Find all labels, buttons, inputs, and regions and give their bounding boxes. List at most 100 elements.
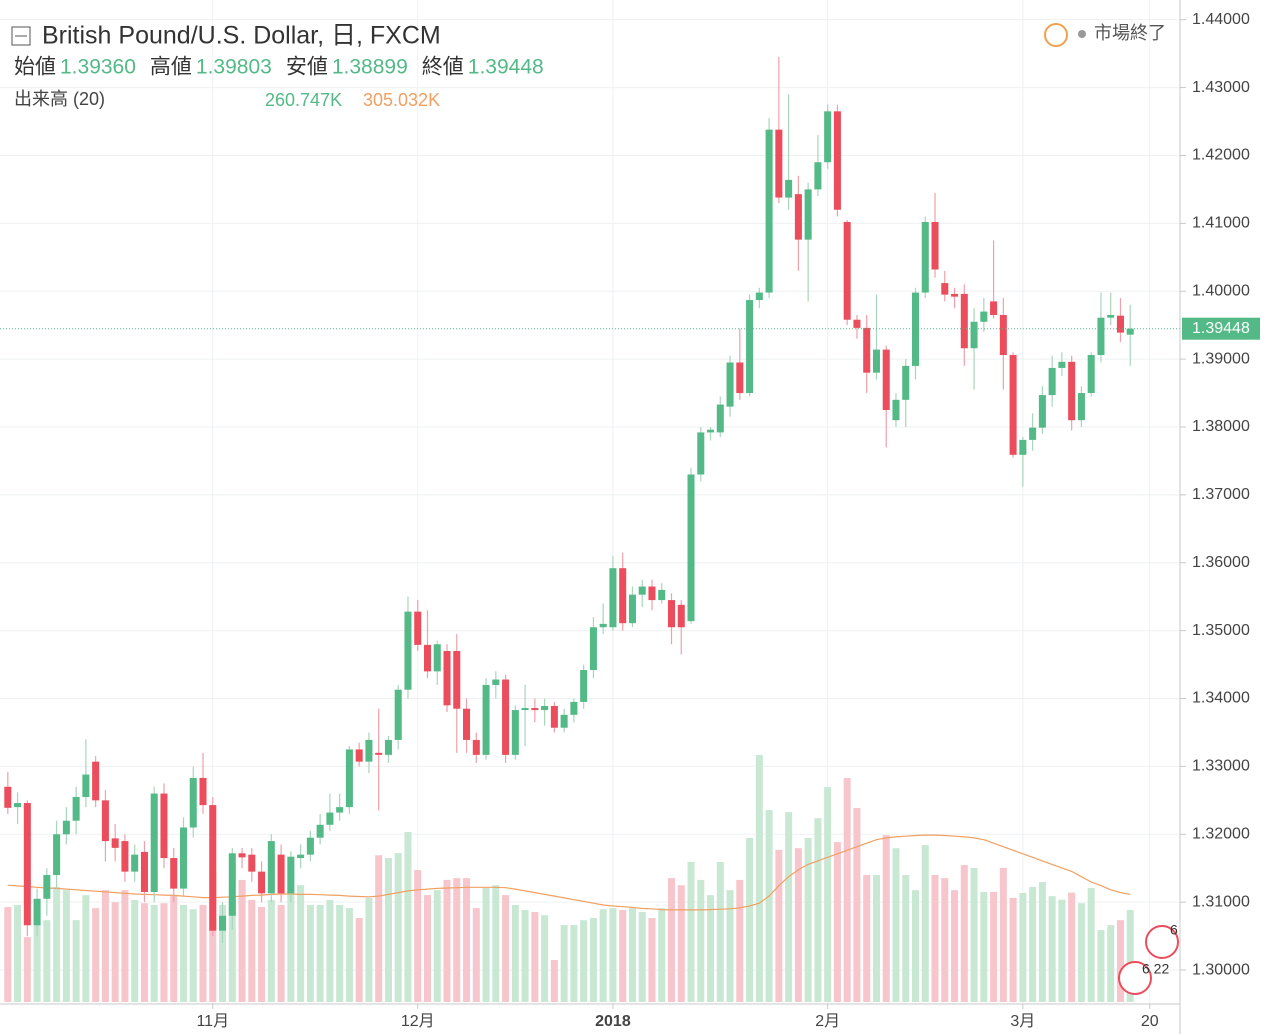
volume-bar xyxy=(960,865,968,1002)
candle-body xyxy=(72,796,80,821)
x-tick-label: 20 xyxy=(1141,1013,1159,1030)
volume-bar xyxy=(1038,882,1046,1002)
candle-body xyxy=(394,689,402,740)
collapse-icon[interactable] xyxy=(11,26,31,46)
y-tick-label: 1.33000 xyxy=(1192,758,1250,775)
candle-body xyxy=(443,651,451,706)
volume-bar xyxy=(384,858,392,1002)
legend: British Pound/U.S. Dollar, 日, FXCM 市場終了 … xyxy=(11,22,1166,110)
volume-bar xyxy=(589,918,597,1002)
candle-body xyxy=(882,349,890,411)
volume-bar xyxy=(482,888,490,1002)
candle-body xyxy=(580,670,588,702)
volume-bar xyxy=(423,895,432,1002)
candle-body xyxy=(423,644,432,672)
volume-bar xyxy=(101,890,109,1002)
candle-body xyxy=(1058,361,1066,368)
event-label: 6 xyxy=(1170,922,1178,938)
candle-body xyxy=(667,600,676,628)
volume-bar xyxy=(4,907,12,1002)
volume-bar xyxy=(199,904,207,1002)
candle-body xyxy=(463,708,471,740)
volume-bar xyxy=(833,842,841,1002)
volume-bar xyxy=(453,878,461,1002)
candle-body xyxy=(872,349,880,373)
candle-body xyxy=(970,321,978,349)
candle-body xyxy=(736,362,744,394)
volume-bar xyxy=(1087,888,1095,1002)
volume-ma-value: 305.032K xyxy=(363,90,440,110)
volume-bar xyxy=(170,895,178,1002)
candle-body xyxy=(453,651,461,709)
candle-body xyxy=(638,586,646,595)
volume-bar xyxy=(716,861,724,1002)
candle-body xyxy=(1019,439,1027,455)
volume-bar xyxy=(297,885,305,1002)
volume-bar xyxy=(707,895,715,1002)
volume-bar xyxy=(853,807,861,1002)
event-flag[interactable] xyxy=(1145,925,1179,959)
y-tick-label: 1.35000 xyxy=(1192,622,1250,639)
volume-bar xyxy=(531,912,539,1002)
candle-body xyxy=(1009,355,1017,455)
volume-bar xyxy=(609,908,617,1002)
volume-bar xyxy=(326,900,334,1002)
candle-body xyxy=(384,739,392,755)
candle-body xyxy=(53,834,61,876)
volume-bar xyxy=(258,907,266,1002)
x-tick-label: 11月 xyxy=(196,1013,229,1030)
volume-bar xyxy=(72,920,80,1002)
candle-body xyxy=(101,800,109,842)
volume-bar xyxy=(365,897,373,1002)
candle-body xyxy=(824,111,832,163)
volume-bar xyxy=(228,900,236,1002)
chart-title: British Pound/U.S. Dollar, 日, FXCM xyxy=(42,22,441,50)
volume-bar xyxy=(1068,892,1076,1002)
volume-bar xyxy=(921,844,929,1002)
volume-bar xyxy=(43,920,51,1002)
candle-body xyxy=(306,837,314,855)
candle-body xyxy=(1077,393,1085,421)
candle-body xyxy=(267,841,275,894)
volume-bar xyxy=(316,904,324,1002)
y-tick-label: 1.40000 xyxy=(1192,282,1250,299)
candle-body xyxy=(492,679,500,685)
candle-body xyxy=(199,777,207,806)
candle-body xyxy=(560,714,568,728)
volume-bar xyxy=(267,900,275,1002)
candle-body xyxy=(531,708,539,711)
candle-body xyxy=(1068,361,1076,421)
volume-bar xyxy=(687,861,695,1002)
candle-body xyxy=(843,221,851,320)
candle-body xyxy=(892,399,900,421)
candle-body xyxy=(433,644,441,672)
volume-bar xyxy=(824,787,832,1002)
candle-body xyxy=(511,710,519,755)
volume-pane xyxy=(4,755,1134,1002)
candle-body xyxy=(1116,315,1124,333)
candle-body xyxy=(1087,355,1095,394)
candle-body xyxy=(355,749,363,762)
candle-body xyxy=(140,851,148,892)
candle-body xyxy=(755,292,763,301)
warning-icon[interactable] xyxy=(1044,23,1068,47)
volume-bar xyxy=(872,874,880,1002)
volume-bar xyxy=(902,874,910,1002)
volume-bar xyxy=(511,904,519,1002)
x-tick-label: 2月 xyxy=(815,1013,840,1030)
y-tick-label: 1.30000 xyxy=(1192,961,1250,978)
volume-bar xyxy=(375,855,383,1002)
last-price-label: 1.39448 xyxy=(1192,320,1250,337)
volume-bar xyxy=(941,878,949,1002)
candle-body xyxy=(121,841,129,872)
ohlc-name: 安値 xyxy=(286,56,328,79)
candle-body xyxy=(619,568,627,624)
volume-bar xyxy=(1029,886,1037,1002)
volume-bar xyxy=(814,818,822,1002)
volume-bar xyxy=(1116,920,1124,1002)
volume-bar xyxy=(882,835,890,1002)
candle-body xyxy=(43,875,51,899)
volume-bar xyxy=(492,885,500,1002)
event-flag[interactable] xyxy=(1118,961,1152,995)
